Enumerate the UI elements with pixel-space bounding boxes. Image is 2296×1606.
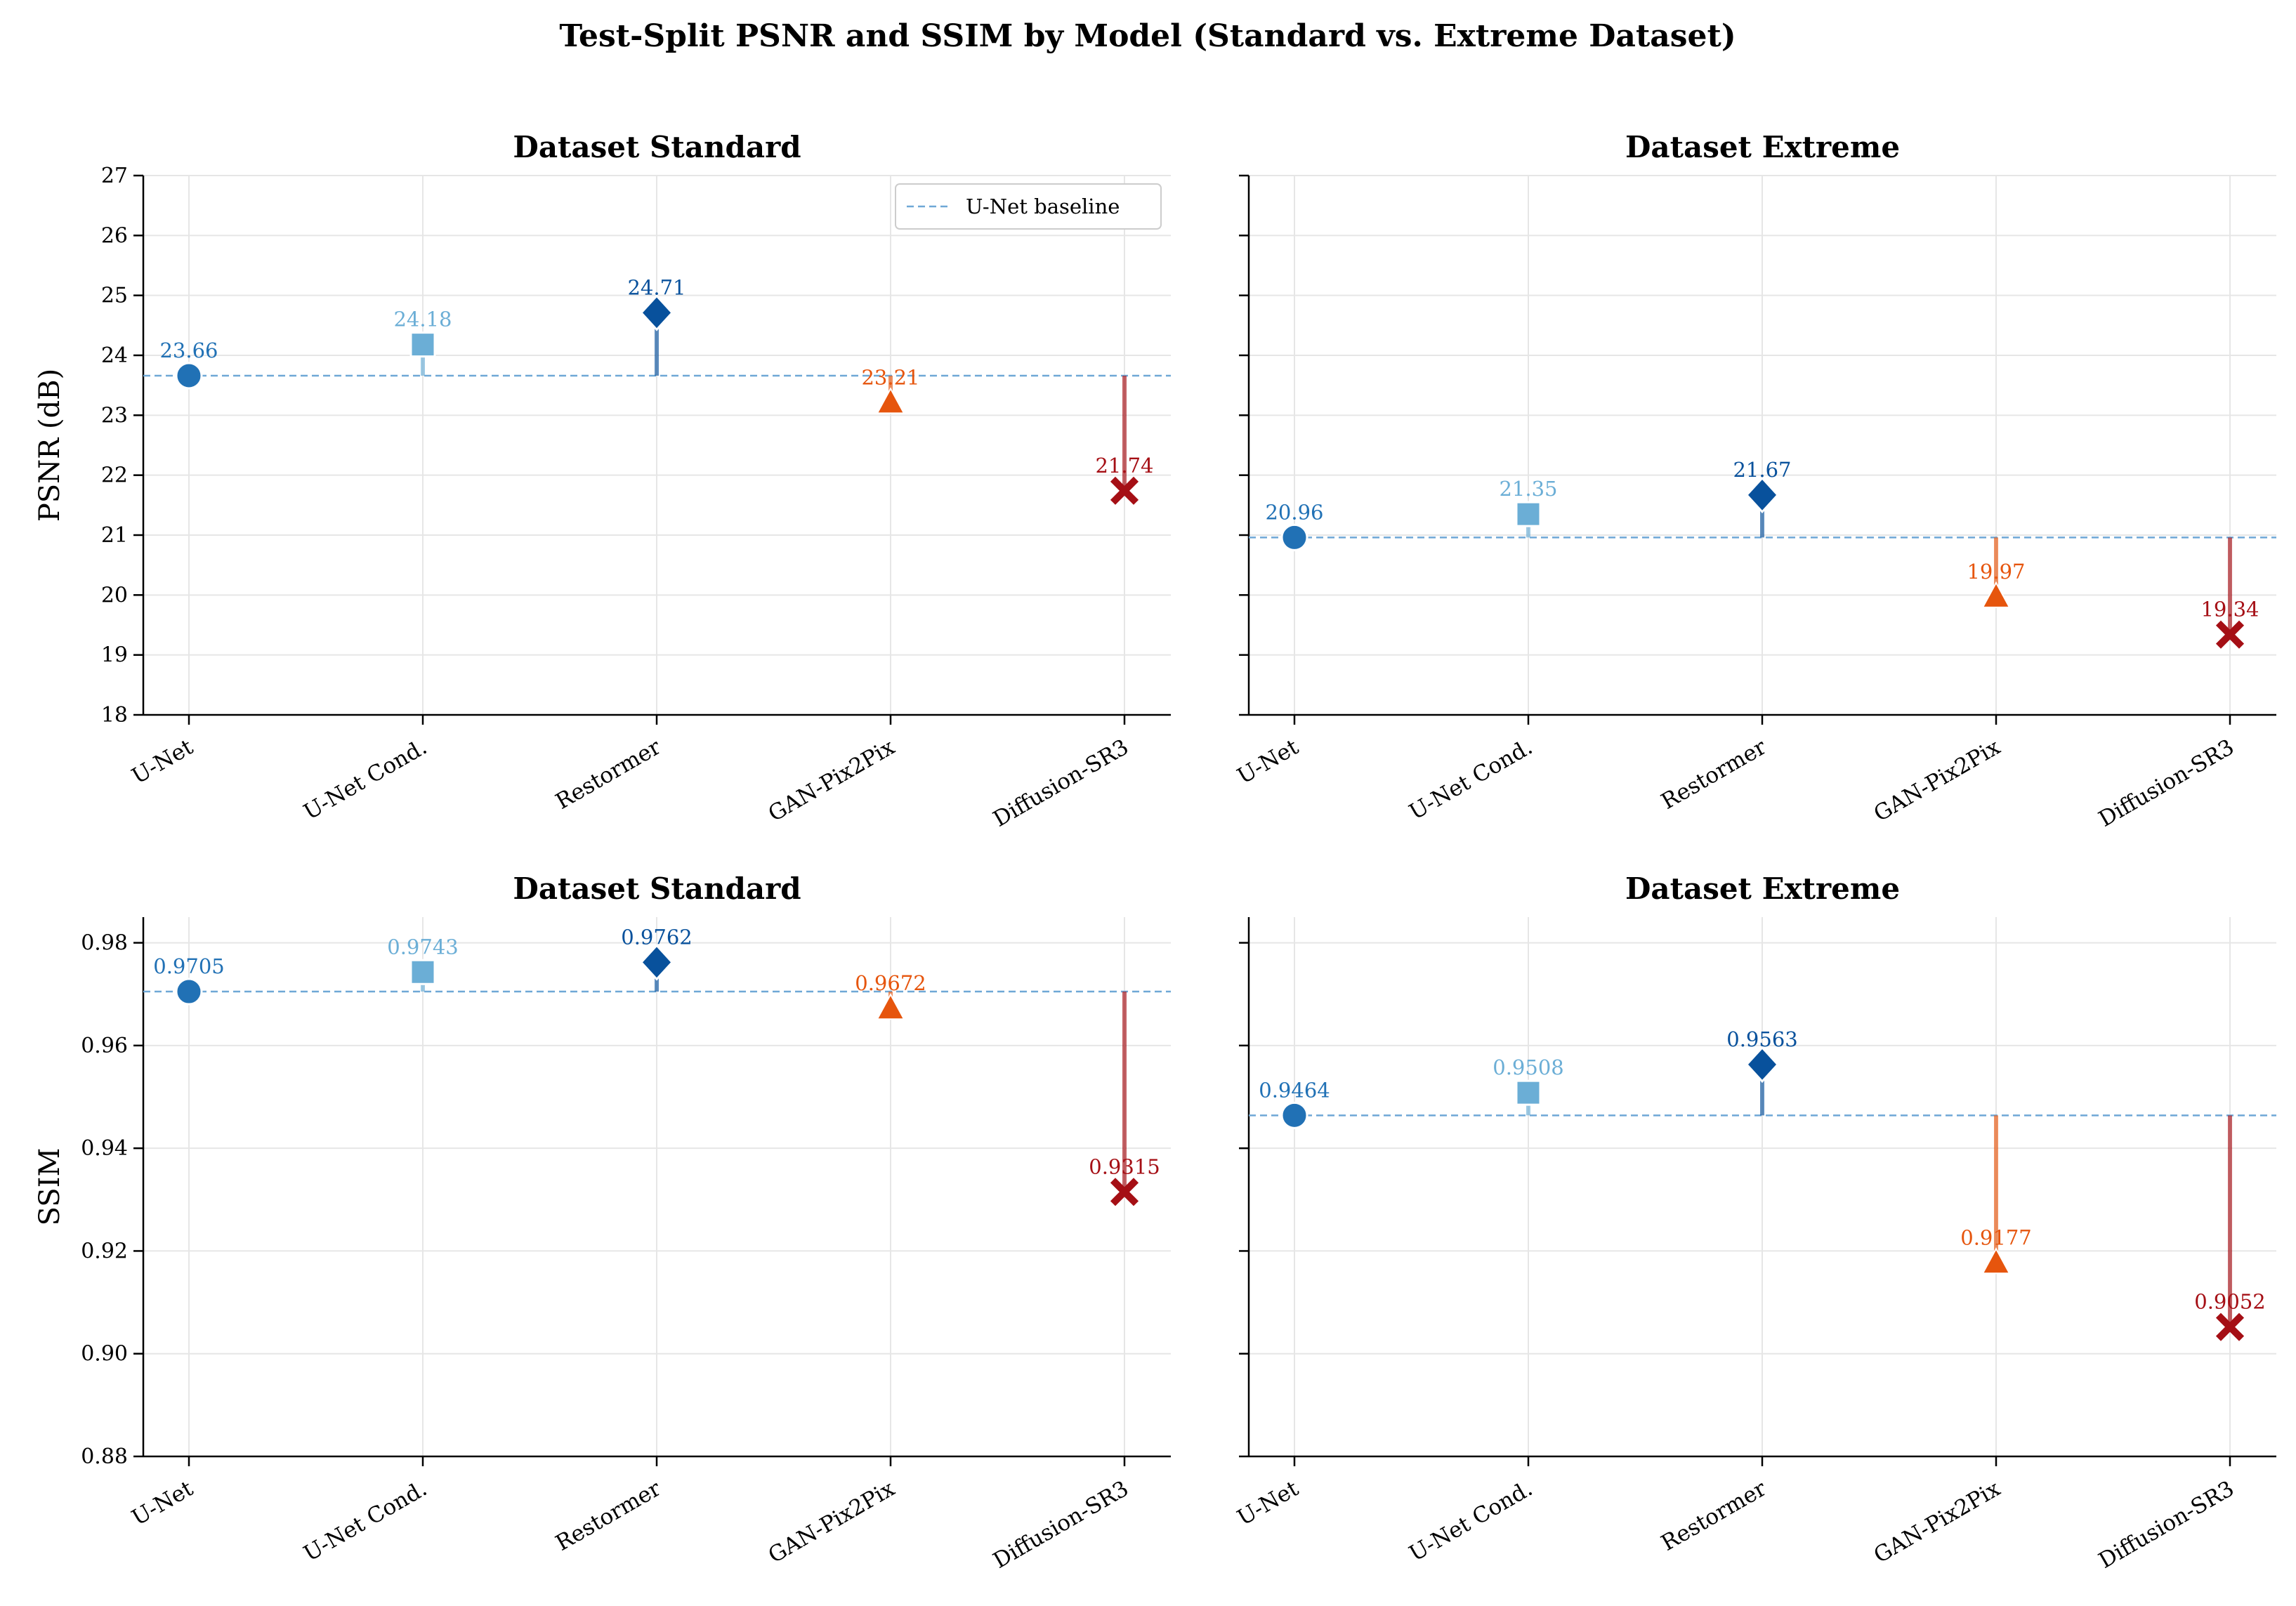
marker-x-stroke — [2215, 620, 2245, 649]
data-label: 24.71 — [627, 275, 685, 299]
data-label: 0.9508 — [1493, 1055, 1563, 1079]
marker-x-stroke — [2215, 1312, 2245, 1341]
y-tick-label: 20 — [101, 583, 128, 607]
data-label: 23.66 — [159, 338, 218, 362]
y-tick-label: 0.96 — [81, 1034, 128, 1058]
marker-circle — [1280, 523, 1308, 551]
x-tick-label: GAN-Pix2Pix — [1870, 1476, 2005, 1569]
x-tick-label: Diffusion-SR3 — [2094, 735, 2238, 832]
legend: U-Net baseline — [895, 183, 1162, 230]
marker-x — [2215, 1312, 2245, 1341]
x-tick-label: U-Net Cond. — [299, 1476, 431, 1567]
marker-diamond — [639, 944, 674, 981]
marker-square — [409, 959, 436, 985]
data-label: 21.35 — [1499, 477, 1557, 501]
y-tick-label: 19 — [101, 643, 128, 668]
panel-title: Dataset Extreme — [1625, 130, 1900, 164]
marker-triangle — [1981, 1247, 2011, 1275]
marker-square — [1515, 501, 1542, 527]
marker-diamond — [1745, 476, 1780, 514]
panels: 18 19 20 21 22 23 24 25 26 27 U-Net U-Net Cond. Rest… — [34, 130, 2276, 1574]
y-tick-label: 0.98 — [81, 931, 128, 956]
panel-title: Dataset Standard — [513, 130, 801, 164]
x-tick-label: Diffusion-SR3 — [2094, 1476, 2238, 1574]
marker-x — [2215, 620, 2245, 649]
x-tick-label: U-Net — [1233, 1475, 1304, 1530]
data-label: 0.9052 — [2194, 1290, 2265, 1314]
y-tick-label: 0.94 — [81, 1136, 128, 1161]
marker-circle — [175, 978, 203, 1006]
legend-label: U-Net baseline — [966, 195, 1120, 218]
marker-diamond — [1745, 1046, 1780, 1084]
marker-triangle — [876, 387, 905, 414]
x-tick-label: Restormer — [1657, 1476, 1771, 1556]
data-label: 0.9315 — [1089, 1154, 1160, 1178]
y-tick-label: 21 — [101, 523, 128, 548]
x-tick-label: U-Net Cond. — [1405, 735, 1537, 825]
x-tick-label: Diffusion-SR3 — [989, 1476, 1133, 1574]
marker-square — [1515, 1079, 1542, 1106]
panel-1: 18 19 20 21 22 23 24 25 26 27 U-Net U-Net Cond. Rest… — [34, 130, 1171, 832]
y-axis-label: SSIM — [34, 1148, 66, 1226]
panel-3: 0.88 0.90 0.92 0.94 0.96 0.98 U-Net U-Net Cond.… — [34, 871, 1171, 1574]
y-tick-label: 27 — [101, 164, 128, 188]
panel-2: U-Net U-Net Cond. Restormer GAN-Pix2Pix Diff… — [1233, 130, 2276, 832]
x-tick-label: Restormer — [551, 735, 665, 815]
y-tick-label: 0.92 — [81, 1239, 128, 1263]
marker-triangle — [1981, 581, 2011, 608]
x-tick-label: Diffusion-SR3 — [989, 735, 1133, 832]
data-label: 20.96 — [1265, 500, 1323, 524]
data-label: 0.9705 — [153, 954, 224, 978]
y-tick-label: 23 — [101, 403, 128, 428]
y-tick-label: 0.90 — [81, 1342, 128, 1367]
marker-square — [409, 331, 436, 358]
x-tick-label: GAN-Pix2Pix — [764, 735, 900, 827]
data-label: 19.34 — [2200, 598, 2259, 621]
x-tick-label: Restormer — [551, 1476, 665, 1556]
data-label: 19.97 — [1967, 560, 2025, 584]
data-label: 23.21 — [861, 365, 919, 389]
y-tick-label: 0.88 — [81, 1444, 128, 1469]
marker-circle — [1280, 1101, 1308, 1129]
panel-title: Dataset Standard — [513, 871, 801, 906]
x-tick-label: U-Net — [128, 1475, 198, 1530]
data-label: 0.9464 — [1259, 1078, 1330, 1102]
marker-x — [1110, 476, 1139, 505]
data-label: 0.9563 — [1726, 1027, 1797, 1051]
y-tick-label: 26 — [101, 223, 128, 248]
data-label: 0.9762 — [621, 925, 692, 949]
y-tick-label: 24 — [101, 343, 128, 368]
x-tick-label: Restormer — [1657, 735, 1771, 815]
data-label: 0.9672 — [855, 971, 926, 995]
marker-x-stroke — [1110, 476, 1139, 505]
data-label: 21.74 — [1095, 454, 1153, 478]
panel-title: Dataset Extreme — [1625, 871, 1900, 906]
y-tick-label: 25 — [101, 284, 128, 308]
x-tick-label: U-Net Cond. — [299, 735, 431, 825]
x-tick-label: GAN-Pix2Pix — [764, 1476, 900, 1569]
legend-box — [895, 183, 1162, 230]
marker-circle — [175, 362, 203, 390]
marker-x — [1110, 1178, 1139, 1206]
x-tick-label: U-Net Cond. — [1405, 1476, 1537, 1567]
marker-x-stroke — [1110, 1178, 1139, 1206]
y-axis-label: PSNR (dB) — [34, 369, 66, 522]
marker-triangle — [876, 993, 905, 1020]
x-tick-label: U-Net — [1233, 734, 1304, 789]
y-tick-label: 18 — [101, 703, 128, 728]
x-tick-label: U-Net — [128, 734, 198, 789]
figure-title: Test-Split PSNR and SSIM by Model (Stand… — [559, 18, 1736, 54]
data-label: 0.9743 — [387, 935, 458, 959]
panel-4: U-Net U-Net Cond. Restormer GAN-Pix2Pix Diff… — [1233, 871, 2276, 1574]
marker-diamond — [639, 294, 674, 331]
data-label: 24.18 — [393, 308, 452, 331]
data-label: 21.67 — [1733, 458, 1791, 482]
x-tick-label: GAN-Pix2Pix — [1870, 735, 2005, 827]
y-tick-label: 22 — [101, 463, 128, 488]
data-label: 0.9177 — [1960, 1225, 2031, 1249]
